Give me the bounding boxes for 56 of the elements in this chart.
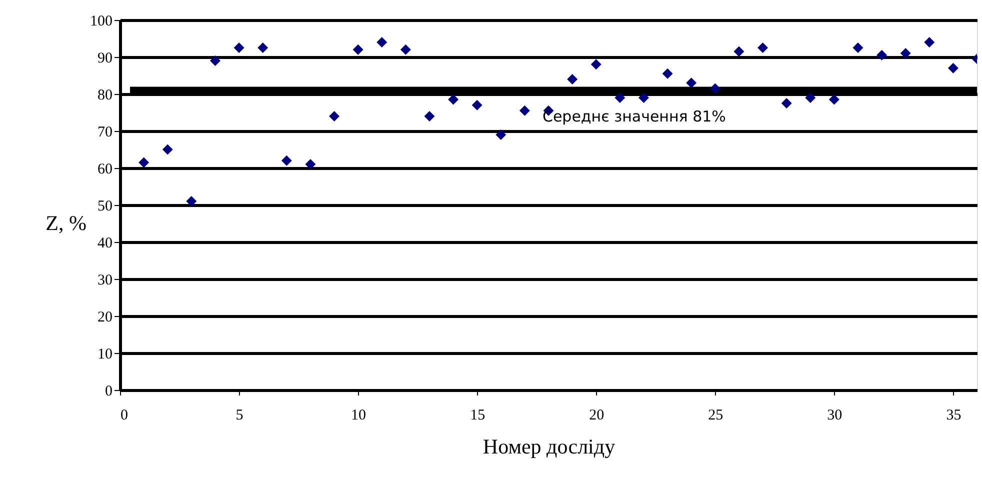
y-tick-label: 100 [90,14,112,30]
point [686,78,697,88]
point [758,42,768,53]
y-tick-label: 0 [105,384,112,400]
point [138,157,150,168]
y-tick-label: 90 [98,50,112,66]
x-tick-label: 30 [827,408,842,424]
point [852,42,864,53]
point [614,92,626,103]
point [424,110,435,122]
y-tick-label: 40 [98,236,112,252]
y-tick-label: 10 [98,346,112,362]
x-tick-label: 10 [351,408,366,424]
x-tick-label: 35 [946,408,962,424]
x-tick-label: 25 [708,408,724,424]
point [662,68,673,79]
point [186,196,197,207]
point [876,50,888,60]
y-tick-label: 30 [98,272,112,288]
point [948,62,958,74]
x-tick-label: 20 [589,408,604,424]
point [448,94,459,105]
point [781,98,792,108]
x-tick-label: 5 [236,408,244,424]
point [472,100,482,110]
y-tick-label: 80 [98,88,112,104]
point [281,155,292,166]
point [400,44,411,55]
point [496,129,506,140]
point [710,83,720,94]
y-tick-label: 20 [98,310,112,326]
point [329,110,340,122]
x-tick-label: 0 [120,408,128,424]
point [567,74,578,84]
y-tick-label: 70 [98,124,112,140]
point [924,36,935,48]
y-tick-label: 50 [98,198,112,214]
x-tick-label: 15 [470,408,486,424]
point [210,55,220,66]
point [828,94,840,105]
point [234,42,244,53]
point [376,36,388,48]
point [638,92,649,103]
y-axis-title: Z, % [46,211,86,235]
ref-line-label: Середнє значення 81% [542,107,726,126]
point [590,59,602,70]
point [305,159,316,170]
point [352,44,364,55]
y-tick-label: 60 [98,162,112,178]
point [519,105,530,116]
x-axis-title: Номер досліду [482,434,616,458]
point [805,92,816,103]
point [162,144,173,155]
point [900,48,911,59]
point [734,46,744,57]
point [258,42,268,53]
